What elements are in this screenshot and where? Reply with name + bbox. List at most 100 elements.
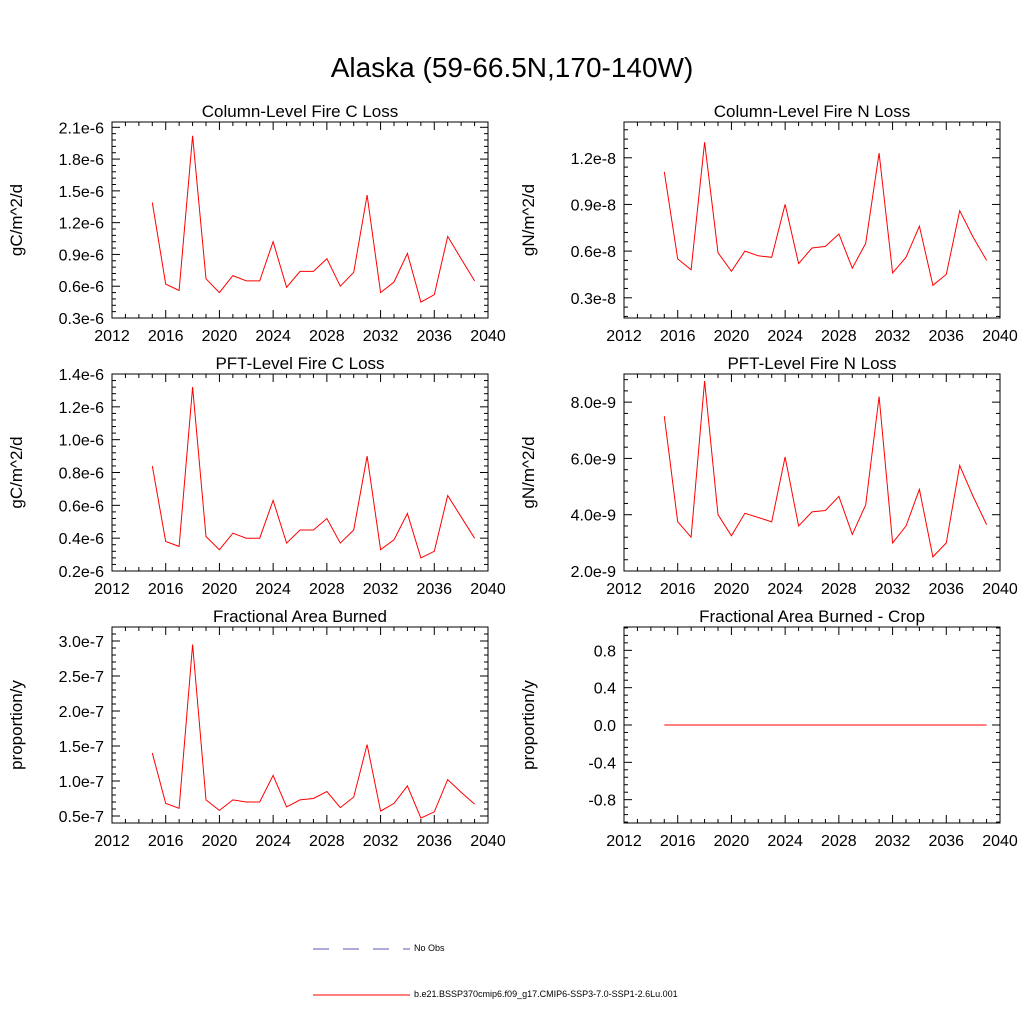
y-tick-label: 0.3e-8 [571,291,616,308]
y-axis-label: gN/m^2/d [519,184,538,256]
x-tick-label: 2016 [148,581,184,598]
x-tick-label: 2012 [94,581,130,598]
x-tick-label: 2024 [255,328,291,345]
x-tick-label: 2036 [416,328,452,345]
legend-model-label: b.e21.BSSP370cmip6.f09_g17.CMIP6-SSP3-7.… [414,989,678,999]
chart-panel-5: Fractional Area Burned proportion/y 2012 20… [7,607,506,850]
x-tick-label: 2040 [982,833,1018,850]
x-tick-label: 2040 [470,581,506,598]
series-line [151,644,475,819]
x-tick-label: 2040 [982,328,1018,345]
x-tick-label: 2032 [363,833,399,850]
series-line [663,142,988,287]
x-tick-label: 2040 [982,581,1018,598]
y-tick-label: 2.0e-7 [59,704,104,721]
y-tick-label: 0.9e-8 [571,197,616,214]
x-tick-label: 2024 [767,581,803,598]
x-tick-label: 2012 [606,581,642,598]
x-tick-label: 2016 [660,833,696,850]
x-tick-label: 2036 [928,328,964,345]
panel-title: Column-Level Fire C Loss [202,102,399,121]
x-tick-label: 2016 [148,833,184,850]
y-tick-label: 0.8e-6 [59,466,104,483]
y-tick-label: 6.0e-9 [571,451,616,468]
y-tick-label: 4.0e-9 [571,508,616,525]
x-tick-label: 2024 [767,833,803,850]
chart-panel-2: Column-Level Fire N Loss gN/m^2/d 2012 2016… [519,102,1018,345]
y-tick-label: 1.5e-7 [59,739,104,756]
y-tick-label: 3.0e-7 [59,634,104,651]
x-tick-label: 2024 [767,328,803,345]
y-tick-label: 0.6e-6 [59,279,104,296]
y-tick-label: 1.2e-8 [571,151,616,168]
y-tick-label: 1.0e-7 [59,774,104,791]
y-tick-label: 0.5e-7 [59,809,104,826]
x-tick-label: 2028 [821,328,857,345]
x-tick-label: 2020 [202,328,238,345]
y-tick-label: 1.2e-6 [59,400,104,417]
y-tick-label: 1.8e-6 [59,152,104,169]
series-line [151,387,476,559]
x-tick-label: 2028 [821,581,857,598]
x-tick-label: 2028 [309,581,345,598]
x-tick-label: 2040 [470,833,506,850]
series-line [663,380,988,558]
y-tick-label: 1.0e-6 [59,433,104,450]
x-tick-label: 2036 [928,833,964,850]
x-tick-label: 2032 [875,328,911,345]
y-tick-label: 2.1e-6 [59,120,104,137]
x-tick-label: 2032 [875,833,911,850]
x-tick-label: 2020 [714,833,750,850]
x-tick-label: 2032 [875,581,911,598]
figure-title: Alaska (59-66.5N,170-140W) [330,52,694,83]
y-tick-label: 0.3e-6 [59,311,104,328]
series-line [151,135,476,303]
x-tick-label: 2036 [416,833,452,850]
x-tick-label: 2020 [714,328,750,345]
x-tick-label: 2028 [821,833,857,850]
x-tick-label: 2024 [255,833,291,850]
y-tick-label: -0.8 [588,793,616,810]
y-tick-label: 2.5e-7 [59,669,104,686]
x-tick-label: 2012 [94,833,130,850]
panel-title: PFT-Level Fire N Loss [727,354,896,373]
chart-panel-3: PFT-Level Fire C Loss gC/m^2/d 2012 2016 202… [7,354,506,598]
x-tick-label: 2036 [416,581,452,598]
y-tick-label: 1.5e-6 [59,184,104,201]
y-tick-label: 0.4e-6 [59,531,104,548]
panel-title: Column-Level Fire N Loss [714,102,911,121]
y-tick-label: 0.2e-6 [59,564,104,581]
y-tick-label: 0.9e-6 [59,247,104,264]
x-tick-label: 2016 [148,328,184,345]
y-axis-label: gC/m^2/d [7,184,26,256]
y-axis-label: gN/m^2/d [519,436,538,508]
chart-panel-4: PFT-Level Fire N Loss gN/m^2/d 2012 2016 202… [519,354,1018,598]
x-tick-label: 2032 [363,581,399,598]
x-tick-label: 2028 [309,328,345,345]
panel-title: Fractional Area Burned [213,607,387,626]
y-axis-label: proportion/y [7,680,26,770]
x-tick-label: 2012 [94,328,130,345]
x-tick-label: 2020 [714,581,750,598]
y-axis-label: proportion/y [519,680,538,770]
x-tick-label: 2028 [309,833,345,850]
x-tick-label: 2032 [363,328,399,345]
y-tick-label: 0.0 [594,718,616,735]
y-tick-label: 2.0e-9 [571,564,616,581]
x-tick-label: 2040 [470,328,506,345]
legend-obs-label: No Obs [414,943,445,953]
y-tick-label: 1.2e-6 [59,216,104,233]
y-tick-label: 0.8 [594,643,616,660]
x-tick-label: 2012 [606,328,642,345]
chart-panel-6: Fractional Area Burned - Crop proportion/… [519,607,1018,850]
x-tick-label: 2036 [928,581,964,598]
panel-title: PFT-Level Fire C Loss [215,354,384,373]
y-tick-label: 8.0e-9 [571,395,616,412]
y-tick-label: 1.4e-6 [59,367,104,384]
x-tick-label: 2016 [660,581,696,598]
chart-panel-1: Column-Level Fire C Loss gC/m^2/d 2012 2016… [7,102,506,345]
x-tick-label: 2020 [202,581,238,598]
x-tick-label: 2016 [660,328,696,345]
